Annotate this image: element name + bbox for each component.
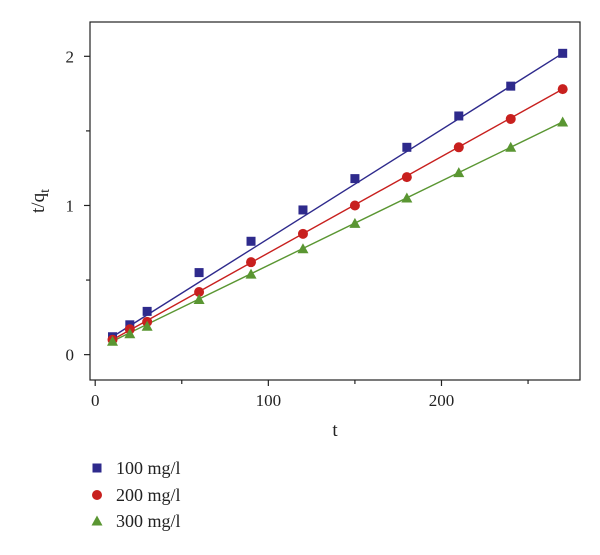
data-point-triangle bbox=[141, 320, 153, 331]
legend-marker-circle bbox=[92, 490, 102, 500]
data-point-square bbox=[454, 111, 464, 121]
legend-label: 300 mg/l bbox=[116, 511, 181, 531]
y-tick-label: 2 bbox=[66, 47, 75, 66]
legend-label: 200 mg/l bbox=[116, 485, 181, 505]
x-tick-label: 100 bbox=[256, 391, 282, 410]
data-point-triangle bbox=[124, 328, 136, 339]
plot-frame bbox=[89, 21, 581, 381]
data-points bbox=[107, 48, 569, 346]
y-tick-label: 0 bbox=[66, 346, 75, 365]
x-axis-label: t bbox=[332, 420, 338, 441]
fit-line-2 bbox=[112, 88, 564, 341]
data-point-square bbox=[350, 174, 360, 184]
y-tick-label: 1 bbox=[66, 196, 75, 215]
data-point-circle bbox=[505, 113, 516, 124]
data-point-square bbox=[558, 48, 568, 58]
fit-line-3 bbox=[112, 121, 563, 342]
data-point-triangle bbox=[107, 335, 119, 346]
data-point-circle bbox=[401, 172, 412, 183]
legend: 100 mg/l 200 mg/l 300 mg/l bbox=[91, 458, 181, 531]
data-point-circle bbox=[246, 257, 257, 268]
legend-label: 100 mg/l bbox=[116, 458, 181, 478]
data-point-triangle bbox=[349, 217, 361, 228]
data-point-circle bbox=[453, 142, 464, 153]
data-point-circle bbox=[557, 84, 568, 95]
legend-marker-triangle bbox=[91, 515, 103, 526]
data-point-circle bbox=[194, 286, 205, 297]
data-point-circle bbox=[349, 200, 360, 211]
data-point-triangle bbox=[297, 243, 309, 254]
fit-lines bbox=[112, 52, 564, 342]
fit-line-1 bbox=[112, 52, 564, 338]
y-axis-label-subscript: t bbox=[38, 189, 53, 193]
data-point-circle bbox=[297, 228, 308, 239]
data-point-square bbox=[298, 205, 308, 215]
data-point-square bbox=[142, 306, 152, 316]
data-point-square bbox=[246, 236, 256, 246]
data-point-triangle bbox=[453, 167, 465, 178]
axis-ticks: 0 100 200 0 1 2 bbox=[66, 47, 529, 410]
y-axis-label-main: t/q bbox=[28, 192, 49, 213]
data-point-triangle bbox=[505, 141, 517, 152]
data-point-triangle bbox=[401, 192, 413, 203]
legend-marker-square bbox=[92, 463, 102, 473]
x-tick-label: 0 bbox=[91, 391, 100, 410]
data-point-square bbox=[506, 81, 516, 91]
data-point-square bbox=[194, 268, 204, 278]
data-point-triangle bbox=[557, 116, 569, 127]
data-point-triangle bbox=[245, 268, 257, 279]
x-tick-label: 200 bbox=[429, 391, 455, 410]
y-axis-label: t/qt bbox=[28, 189, 53, 213]
data-point-square bbox=[402, 142, 412, 152]
data-point-triangle bbox=[193, 293, 205, 304]
